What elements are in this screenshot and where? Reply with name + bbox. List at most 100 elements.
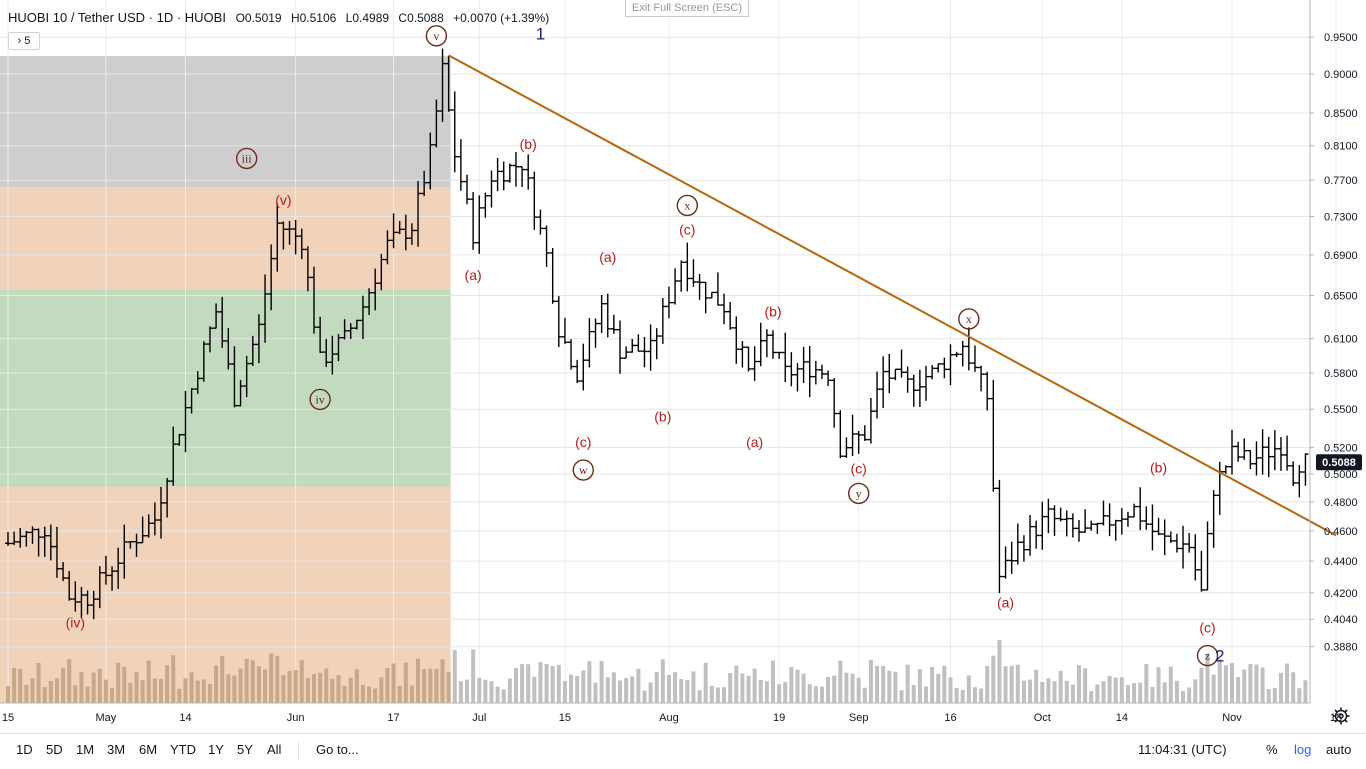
ohlc-bar (770, 330, 776, 359)
volume-bar (324, 668, 329, 703)
ohlc-bar (519, 166, 526, 187)
y-tick-label: 0.9500 (1324, 32, 1358, 44)
y-tick-label: 0.9000 (1324, 69, 1358, 81)
range-1m-button[interactable]: 1M (76, 742, 95, 757)
volume-bar (1285, 663, 1290, 703)
ohlc-bar (1002, 546, 1009, 579)
volume-bar (477, 677, 482, 703)
volume-bar (819, 686, 824, 703)
volume-bar (715, 687, 720, 703)
wave-label-circle (958, 308, 980, 330)
volume-bar (373, 688, 378, 703)
range-5d-button[interactable]: 5D (46, 742, 63, 757)
range-1d-button[interactable]: 1D (16, 742, 33, 757)
volume-bar (293, 670, 298, 703)
ohlc-bar (145, 514, 152, 538)
ohlc-bar (311, 266, 317, 334)
price-chart[interactable]: (iv) iii (v) iv v 1 (a) (b) (c) w (a) (b) (c) x (a) (b)… (0, 0, 1366, 733)
volume-bar (960, 689, 965, 703)
ohlc-bar (482, 192, 489, 218)
percent-toggle[interactable]: % (1266, 742, 1278, 757)
log-toggle[interactable]: log (1294, 742, 1312, 757)
ohlc-bar (96, 566, 103, 609)
ohlc-readout: O0.5019 H0.5106 L0.4989 C0.5088 +0.0070 … (236, 11, 556, 25)
chart-header: HUOBI 10 / Tether USD · 1D · HUOBI O0.50… (8, 10, 555, 25)
volume-bar (905, 664, 910, 703)
volume-bar (1272, 687, 1277, 703)
ohlc-bar (213, 303, 220, 329)
ohlc-bar (200, 341, 207, 382)
ohlc-bar (923, 365, 929, 401)
ohlc-bar (1229, 429, 1235, 475)
y-tick-label: 0.5500 (1324, 404, 1358, 416)
ohlc-bar (861, 425, 868, 441)
x-tick-label: 14 (1116, 712, 1128, 724)
goto-button[interactable]: Go to... (316, 742, 359, 757)
ohlc-bar (782, 332, 789, 383)
volume-bar (746, 675, 751, 703)
volume-bar (660, 659, 665, 703)
ohlc-bar (1045, 498, 1052, 534)
volume-bar (152, 678, 157, 703)
range-5y-button[interactable]: 5Y (237, 742, 253, 757)
wave-label-circle (1196, 644, 1219, 667)
ohlc-bar (1033, 520, 1040, 549)
volume-bar (1156, 667, 1161, 703)
volume-bar (318, 672, 323, 703)
collapsed-indicators-badge[interactable]: › 5 (8, 32, 40, 50)
range-3m-button[interactable]: 3M (107, 742, 126, 757)
range-all-button[interactable]: All (267, 742, 282, 757)
ohlc-bar (568, 339, 575, 370)
wave-label: (a) (599, 249, 616, 265)
volume-bar (1125, 684, 1130, 703)
volume-bar (893, 671, 898, 703)
range-ytd-button[interactable]: YTD (170, 742, 196, 757)
ohlc-bar (415, 180, 422, 247)
volume-bar (458, 681, 463, 703)
y-tick-label: 0.5000 (1324, 469, 1358, 481)
ohlc-bar (164, 477, 171, 518)
volume-bar (569, 674, 574, 703)
volume-bar (79, 672, 84, 703)
range-1y-button[interactable]: 1Y (208, 742, 224, 757)
symbol-title[interactable]: HUOBI 10 / Tether USD · 1D · HUOBI (8, 10, 226, 25)
ohlc-bar (249, 335, 256, 367)
range-6m-button[interactable]: 6M (139, 742, 158, 757)
gear-icon[interactable] (1332, 707, 1350, 725)
volume-bar (97, 668, 102, 703)
ohlc-bar (90, 590, 97, 620)
volume-bar (887, 670, 892, 703)
volume-bar (1064, 680, 1069, 703)
ohlc-bar (1253, 441, 1260, 476)
volume-bar (917, 669, 922, 703)
ohlc-bar (561, 317, 568, 345)
volume-bar (1248, 663, 1253, 703)
ohlc-bar (1118, 508, 1125, 535)
ohlc-bar (678, 260, 685, 292)
volume-bar (1205, 653, 1210, 703)
volume-bar (1223, 665, 1228, 703)
volume-bar (391, 663, 396, 703)
volume-bar (12, 667, 17, 703)
clock-readout[interactable]: 11:04:31 (UTC) (1138, 742, 1227, 757)
ohlc-bar (176, 433, 183, 446)
volume-bar (630, 676, 635, 703)
volume-bar (734, 665, 739, 703)
wave-labels: (iv) iii (v) iv v 1 (a) (b) (c) w (a) (b) (c) x (a) (b)… (66, 25, 1224, 667)
ohlc-bar (102, 555, 109, 585)
volume-bar (1199, 667, 1204, 703)
volume-bar (409, 685, 414, 703)
volume-bar (440, 659, 445, 703)
ohlc-bar (72, 581, 79, 612)
volume-bar (1236, 677, 1241, 703)
wave-label: (c) (851, 461, 867, 477)
ohlc-bar (384, 230, 391, 265)
ohlc-bar (1137, 487, 1144, 531)
ohlc-bar (880, 356, 887, 408)
auto-toggle[interactable]: auto (1326, 742, 1352, 757)
y-tick-label: 0.8100 (1324, 141, 1358, 153)
ohlc-bar (1216, 461, 1223, 516)
ohlc-bar (139, 516, 146, 544)
volume-bar (538, 662, 543, 703)
exit-fullscreen-button[interactable]: Exit Full Screen (ESC) (625, 0, 749, 17)
